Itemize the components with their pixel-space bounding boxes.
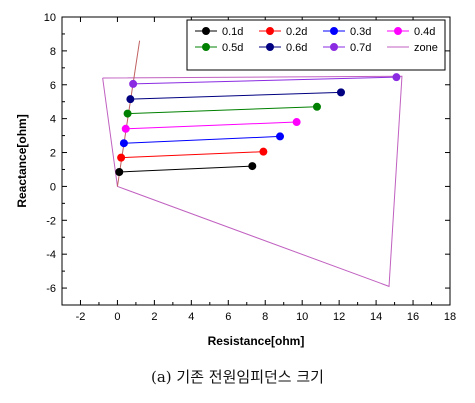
legend-marker: [266, 27, 274, 35]
legend-label: 0.2d: [286, 26, 307, 38]
y-tick-label: 0: [50, 181, 56, 193]
legend-label: 0.7d: [350, 42, 371, 54]
data-point: [117, 153, 126, 162]
plot-frame: [61, 16, 451, 306]
legend-label: 0.4d: [414, 26, 435, 38]
y-tick-label: 8: [50, 46, 56, 58]
data-point: [259, 147, 268, 156]
data-point: [121, 124, 130, 133]
legend-marker: [330, 43, 338, 51]
series-line: [127, 106, 317, 115]
legend-marker: [202, 43, 210, 51]
x-tick-label: 14: [370, 311, 382, 323]
legend-label: 0.5d: [222, 42, 243, 54]
data-point: [129, 79, 138, 88]
data-point: [119, 139, 128, 148]
x-tick-label: 10: [296, 311, 308, 323]
data-point: [276, 132, 285, 141]
legend-marker: [394, 27, 402, 35]
y-tick-label: -6: [46, 283, 56, 295]
series-line: [125, 121, 297, 130]
legend-label: 0.3d: [350, 26, 371, 38]
y-tick-label: -4: [46, 249, 56, 261]
legend-label: 0.1d: [222, 26, 243, 38]
data-point: [392, 73, 401, 82]
data-point: [312, 102, 321, 111]
series-line: [123, 135, 281, 144]
legend-marker: [202, 27, 210, 35]
x-tick-label: 8: [262, 311, 268, 323]
data-point: [336, 88, 345, 97]
legend-marker: [330, 27, 338, 35]
y-axis-title: Reactance[ohm]: [15, 114, 29, 207]
legend-box: [186, 19, 446, 71]
y-tick-label: 2: [50, 148, 56, 160]
data-point: [115, 168, 124, 177]
legend: 0.1d 0.2d 0.3d 0.4d 0.5d 0.6d 0.7d zone: [186, 19, 446, 71]
data-point: [292, 118, 301, 127]
y-tick-label: 6: [50, 80, 56, 92]
zone-boundary: [102, 75, 403, 288]
x-tick-label: 4: [188, 311, 194, 323]
figure-caption: (a) 기존 전원임피던스 크기: [151, 368, 324, 386]
data-point: [123, 109, 132, 118]
series-line: [130, 91, 342, 100]
data-point: [248, 162, 257, 171]
y-tick-label: -2: [46, 215, 56, 227]
series-line: [119, 165, 253, 173]
x-tick-label: -2: [76, 311, 86, 323]
legend-marker: [266, 43, 274, 51]
series-line: [133, 76, 397, 85]
x-tick-label: 6: [225, 311, 231, 323]
x-tick-label: 0: [114, 311, 120, 323]
x-tick-label: 16: [407, 311, 419, 323]
x-tick-label: 12: [333, 311, 345, 323]
series-line: [121, 151, 264, 159]
y-tick-label: 10: [44, 12, 56, 24]
chart: -2 0 2 4 6 8 10 12 14 16 18 -6 -4 -2 0 2 4 6 8 10 Resistanc…: [15, 12, 456, 348]
legend-label: 0.6d: [286, 42, 307, 54]
x-tick-label: 2: [151, 311, 157, 323]
data-point: [126, 95, 135, 104]
series-layer: [115, 73, 401, 177]
x-tick-label: 18: [444, 311, 456, 323]
x-axis-title: Resistance[ohm]: [208, 334, 305, 348]
legend-label: zone: [414, 42, 438, 54]
y-tick-label: 4: [50, 114, 56, 126]
